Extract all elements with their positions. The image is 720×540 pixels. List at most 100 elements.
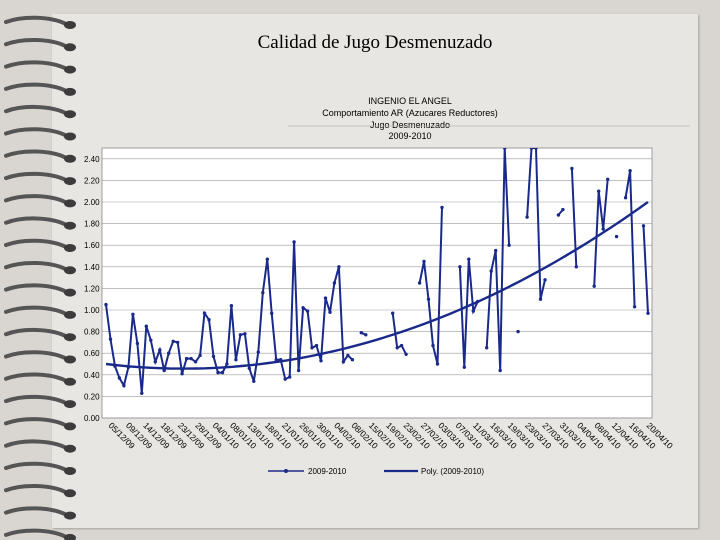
data-point bbox=[426, 297, 431, 301]
data-point bbox=[395, 346, 399, 350]
spiral-binding bbox=[4, 15, 76, 540]
data-point bbox=[359, 331, 363, 335]
data-point bbox=[162, 368, 166, 373]
binding-hole bbox=[64, 467, 76, 475]
chart-title-line-2: Comportamiento AR (Azucares Reductores) bbox=[322, 108, 498, 118]
y-tick-label: 0.00 bbox=[84, 414, 100, 423]
data-point bbox=[328, 310, 332, 314]
binding-ring bbox=[4, 194, 68, 205]
data-point bbox=[153, 360, 157, 364]
series-line bbox=[593, 179, 609, 287]
binding-ring bbox=[4, 127, 68, 138]
legend-marker-series bbox=[284, 469, 288, 473]
data-point bbox=[341, 360, 346, 364]
data-point bbox=[288, 375, 292, 379]
y-tick-label: 0.60 bbox=[84, 349, 100, 358]
data-point bbox=[516, 329, 520, 334]
data-point bbox=[498, 368, 502, 373]
binding-ring bbox=[4, 149, 68, 160]
y-tick-label: 0.20 bbox=[84, 392, 100, 401]
data-point bbox=[364, 333, 368, 337]
data-point bbox=[597, 189, 601, 193]
data-point bbox=[198, 353, 202, 358]
binding-ring bbox=[4, 461, 68, 472]
binding-ring bbox=[4, 394, 68, 406]
data-point bbox=[485, 346, 489, 350]
data-point bbox=[261, 291, 265, 295]
y-tick-label: 1.80 bbox=[84, 220, 100, 229]
data-point bbox=[220, 370, 225, 375]
data-point bbox=[503, 148, 507, 150]
y-tick-label: 2.20 bbox=[84, 176, 100, 185]
binding-ring bbox=[4, 60, 68, 71]
binding-hole bbox=[64, 288, 76, 297]
data-point bbox=[202, 311, 207, 315]
data-point bbox=[556, 213, 561, 217]
series-line bbox=[391, 313, 407, 355]
binding-hole bbox=[64, 266, 76, 275]
data-point bbox=[623, 196, 628, 200]
y-tick-label: 1.20 bbox=[84, 284, 100, 293]
data-point bbox=[507, 243, 511, 247]
binding-ring bbox=[4, 104, 68, 116]
binding-ring bbox=[4, 82, 68, 93]
data-point bbox=[176, 340, 180, 345]
y-tick-label: 2.40 bbox=[84, 155, 100, 164]
data-point bbox=[628, 169, 632, 173]
data-point bbox=[561, 207, 565, 212]
binding-ring bbox=[4, 327, 68, 339]
binding-hole bbox=[64, 377, 76, 386]
binding-hole bbox=[64, 221, 76, 230]
binding-ring bbox=[4, 439, 68, 450]
legend-label-trend: Poly. (2009-2010) bbox=[421, 467, 484, 476]
trend-line bbox=[105, 201, 649, 370]
data-point bbox=[435, 362, 440, 366]
binding-hole bbox=[64, 199, 76, 208]
data-point bbox=[149, 338, 153, 342]
data-point bbox=[404, 352, 408, 356]
data-point bbox=[319, 359, 323, 363]
binding-ring bbox=[4, 528, 68, 539]
data-point bbox=[243, 332, 247, 336]
data-point bbox=[252, 379, 256, 383]
binding-ring bbox=[4, 350, 68, 361]
data-point bbox=[104, 302, 108, 307]
data-point bbox=[207, 318, 211, 322]
binding-hole bbox=[64, 489, 76, 498]
data-point bbox=[117, 376, 122, 380]
data-point bbox=[346, 353, 350, 358]
y-tick-label: 0.80 bbox=[84, 328, 100, 337]
data-point bbox=[332, 281, 337, 285]
data-point bbox=[135, 341, 140, 346]
data-point bbox=[601, 227, 605, 231]
series-line bbox=[105, 241, 354, 394]
data-point bbox=[489, 269, 493, 273]
binding-hole bbox=[64, 333, 76, 342]
binding-ring bbox=[4, 372, 68, 383]
data-point bbox=[247, 366, 251, 370]
data-point bbox=[534, 148, 538, 150]
data-point bbox=[301, 306, 305, 310]
data-point bbox=[140, 391, 144, 395]
slide-title: Calidad de Jugo Desmenuzado bbox=[257, 32, 493, 53]
binding-ring bbox=[4, 506, 68, 517]
data-point bbox=[108, 337, 113, 341]
binding-hole bbox=[64, 65, 76, 74]
data-point bbox=[391, 311, 395, 315]
data-point bbox=[310, 346, 314, 350]
data-point bbox=[471, 309, 475, 313]
data-point bbox=[399, 343, 404, 348]
y-tick-label: 1.40 bbox=[84, 263, 100, 272]
binding-ring bbox=[4, 417, 68, 428]
data-point bbox=[440, 205, 444, 210]
data-point bbox=[238, 333, 243, 337]
data-point bbox=[122, 383, 126, 388]
plot-area bbox=[101, 147, 653, 419]
series-line bbox=[485, 148, 511, 371]
data-point bbox=[225, 362, 229, 366]
data-point bbox=[323, 296, 328, 300]
binding-ring bbox=[4, 238, 68, 249]
data-point bbox=[189, 356, 193, 361]
data-point bbox=[529, 148, 534, 150]
